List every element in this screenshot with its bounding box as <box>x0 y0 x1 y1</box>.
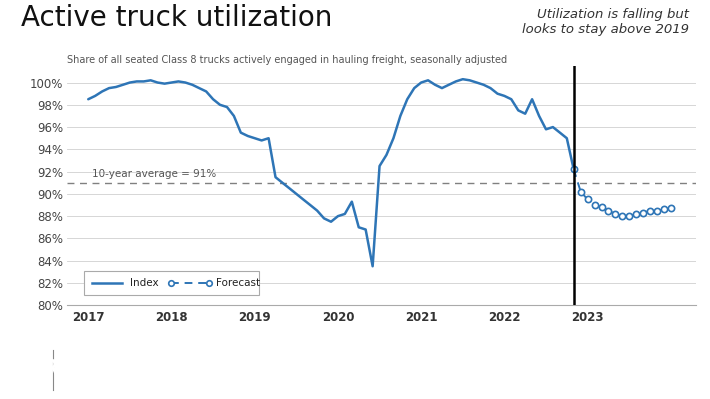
Text: Active truck utilization: Active truck utilization <box>21 4 333 32</box>
FancyBboxPatch shape <box>84 271 259 295</box>
Text: 10-year average = 91%: 10-year average = 91% <box>92 169 217 179</box>
Text: Source: FTR Trucking Update: Source: FTR Trucking Update <box>138 363 308 377</box>
Text: Utilization is falling but
looks to stay above 2019: Utilization is falling but looks to stay… <box>522 8 689 36</box>
Text: FTR: FTR <box>16 359 60 379</box>
Text: Share of all seated Class 8 trucks actively engaged in hauling freight, seasonal: Share of all seated Class 8 trucks activ… <box>67 55 508 65</box>
Text: Intelligence®: Intelligence® <box>58 374 116 383</box>
Text: Index: Index <box>130 278 158 288</box>
Text: Forecast: Forecast <box>216 278 260 288</box>
Text: Transportation: Transportation <box>58 358 119 366</box>
